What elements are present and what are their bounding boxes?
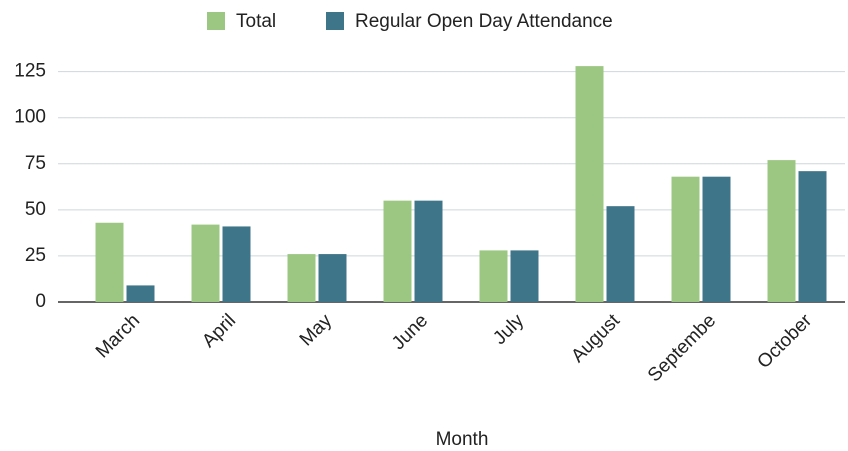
y-tick-label: 100: [14, 107, 46, 128]
bar: [575, 66, 604, 302]
bar: [479, 250, 508, 302]
bar: [383, 200, 412, 302]
bar: [510, 250, 539, 302]
bar: [222, 226, 251, 302]
y-tick-label: 25: [25, 245, 46, 266]
bar: [95, 222, 124, 302]
bar: [414, 200, 443, 302]
y-tick-label: 50: [25, 199, 46, 220]
bar: [767, 160, 796, 302]
legend-swatch: [326, 12, 344, 30]
y-tick-label: 0: [35, 291, 46, 312]
bar: [606, 206, 635, 302]
x-axis-title: Month: [436, 429, 489, 450]
legend-swatch: [207, 12, 225, 30]
y-tick-label: 125: [14, 61, 46, 82]
y-tick-label: 75: [25, 153, 46, 174]
bar: [671, 176, 700, 302]
legend-label: Regular Open Day Attendance: [355, 11, 613, 32]
bar: [702, 176, 731, 302]
legend-label: Total: [236, 11, 276, 32]
bar: [318, 254, 347, 302]
bar: [191, 224, 220, 302]
bar: [126, 285, 155, 302]
bar: [798, 171, 827, 302]
bar: [287, 254, 316, 302]
